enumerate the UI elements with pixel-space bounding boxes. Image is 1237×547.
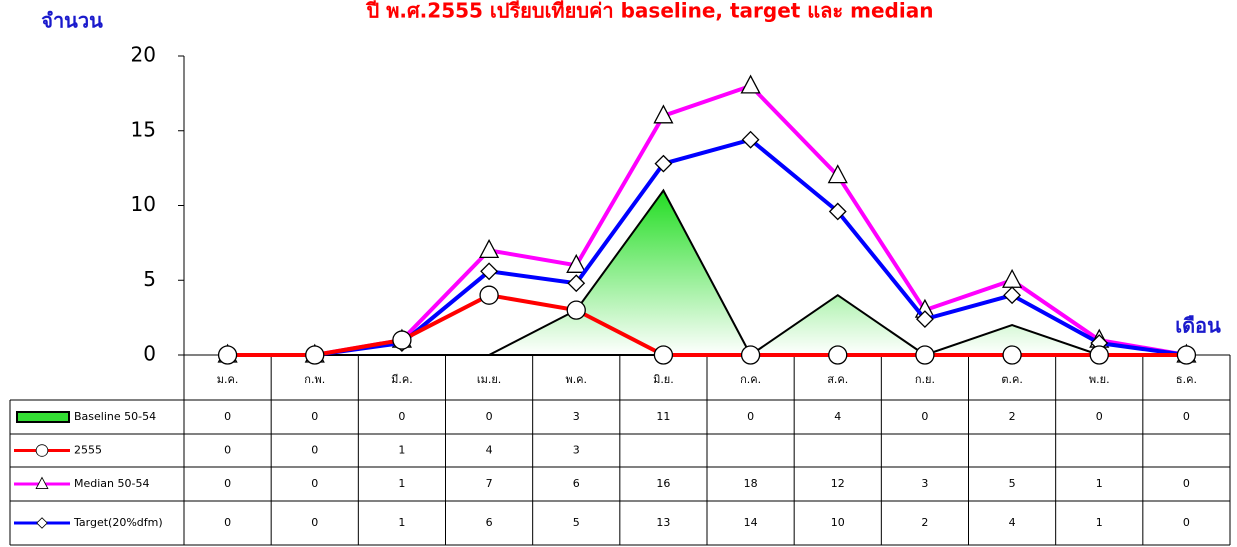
point	[479, 285, 499, 305]
table-value: 0	[311, 477, 318, 490]
table-value: 0	[1183, 410, 1190, 423]
legend-label: Median 50-54	[74, 477, 149, 490]
point	[1003, 286, 1022, 305]
y-tick-label: 20	[131, 43, 156, 67]
point	[740, 345, 761, 365]
table-value: 0	[398, 410, 405, 423]
point	[741, 130, 760, 149]
x-tick-label: ส.ค.	[827, 373, 848, 386]
table-value: 7	[486, 477, 493, 490]
table-value: 6	[573, 477, 580, 490]
table-value: 0	[486, 410, 493, 423]
table-value: 2	[1009, 410, 1016, 423]
table-value: 12	[831, 477, 845, 490]
table-value: 4	[1009, 516, 1016, 529]
table-value: 0	[311, 410, 318, 423]
legend-swatch	[16, 411, 70, 423]
table-value: 1	[1096, 477, 1103, 490]
table-value: 2	[921, 516, 928, 529]
table-value: 3	[573, 410, 580, 423]
line	[227, 137, 1187, 357]
point	[653, 104, 674, 124]
point	[305, 345, 325, 365]
point	[480, 262, 499, 281]
table-value: 13	[656, 516, 670, 529]
table-value: 3	[573, 444, 580, 457]
line	[227, 293, 1187, 357]
table-value: 1	[1096, 516, 1103, 529]
point	[915, 310, 934, 329]
point	[654, 154, 673, 173]
point	[1176, 345, 1197, 365]
point	[828, 345, 848, 365]
point	[915, 345, 935, 365]
y-tick-label: 10	[131, 192, 156, 216]
point	[1002, 268, 1023, 288]
table-value: 0	[224, 516, 231, 529]
point	[217, 345, 238, 365]
x-tick-label: พ.ย.	[1089, 373, 1110, 386]
table-value: 0	[921, 410, 928, 423]
legend-label: Baseline 50-54	[74, 410, 156, 423]
table-value: 0	[224, 477, 231, 490]
x-tick-label: เม.ย.	[477, 373, 501, 386]
table-value: 6	[486, 516, 493, 529]
table-value: 0	[1096, 410, 1103, 423]
x-tick-label: ม.ค.	[217, 373, 239, 386]
y-tick-label: 5	[143, 267, 156, 291]
chart-title: ปี พ.ศ.2555 เปรียบเทียบค่า baseline, tar…	[365, 0, 933, 23]
table-value: 3	[921, 477, 928, 490]
y-axis-label: จำนวน	[41, 9, 103, 33]
point	[653, 345, 674, 365]
point	[567, 274, 586, 293]
x-tick-label: ก.พ.	[304, 373, 325, 386]
point	[566, 253, 587, 273]
point	[1002, 345, 1022, 365]
table-value: 0	[224, 444, 231, 457]
y-tick-label: 15	[131, 117, 156, 141]
table-value: 0	[1183, 516, 1190, 529]
x-tick-label: มิ.ย.	[653, 373, 674, 386]
legend-marker	[36, 517, 48, 529]
table-value: 14	[744, 516, 758, 529]
table-value: 10	[831, 516, 845, 529]
table-value: 0	[224, 410, 231, 423]
table-value: 0	[311, 516, 318, 529]
y-tick-label: 0	[143, 342, 156, 366]
point	[1089, 345, 1109, 365]
point	[828, 202, 847, 221]
x-tick-label: พ.ค.	[565, 373, 587, 386]
point	[827, 164, 848, 184]
legend-marker	[35, 476, 49, 489]
table-value: 4	[834, 410, 841, 423]
table-value: 0	[311, 444, 318, 457]
legend-marker	[35, 444, 49, 457]
x-tick-label: ก.ย.	[915, 373, 935, 386]
x-tick-label: ต.ค.	[1001, 373, 1023, 386]
table-value: 1	[398, 477, 405, 490]
table-value: 4	[486, 444, 493, 457]
x-tick-label: ธ.ค.	[1176, 373, 1197, 386]
table-value: 0	[1183, 477, 1190, 490]
table-value: 1	[398, 516, 405, 529]
table-value: 0	[747, 410, 754, 423]
x-tick-label: ก.ค.	[740, 373, 761, 386]
table-value: 5	[1009, 477, 1016, 490]
x-tick-label: มี.ค.	[391, 373, 413, 386]
point	[392, 330, 412, 350]
table-value: 5	[573, 516, 580, 529]
point	[566, 300, 586, 320]
table-value: 16	[656, 477, 670, 490]
x-axis-label: เดือน	[1175, 314, 1221, 338]
area	[227, 188, 1187, 357]
table-value: 1	[398, 444, 405, 457]
legend-label: Target(20%dfm)	[73, 516, 163, 529]
legend-label: 2555	[74, 444, 102, 457]
point	[740, 74, 761, 94]
table-value: 18	[744, 477, 758, 490]
point	[479, 238, 500, 259]
table-value: 11	[656, 410, 670, 423]
